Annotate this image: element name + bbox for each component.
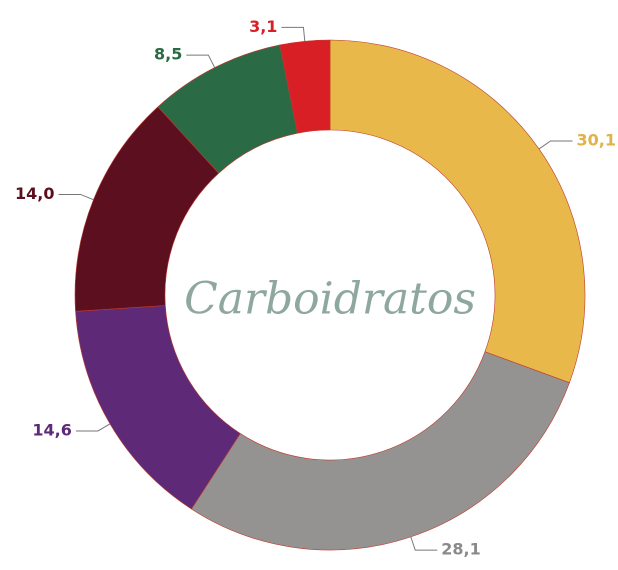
leader-line [410, 536, 438, 551]
leader-line [281, 26, 306, 42]
data-label: 3,1 [249, 17, 277, 36]
data-label: 28,1 [441, 540, 480, 559]
leader-line [538, 140, 573, 150]
data-label: 14,0 [15, 184, 54, 203]
chart-title: Carboidratos [184, 274, 476, 325]
data-label: 8,5 [154, 45, 182, 64]
leader-line [186, 54, 216, 68]
data-label: 30,1 [577, 130, 616, 149]
donut-slice [329, 39, 586, 384]
data-label: 14,6 [32, 420, 71, 439]
leader-line [75, 423, 111, 432]
donut-slice [190, 351, 570, 551]
leader-line [58, 193, 94, 201]
donut-slice [279, 39, 331, 134]
